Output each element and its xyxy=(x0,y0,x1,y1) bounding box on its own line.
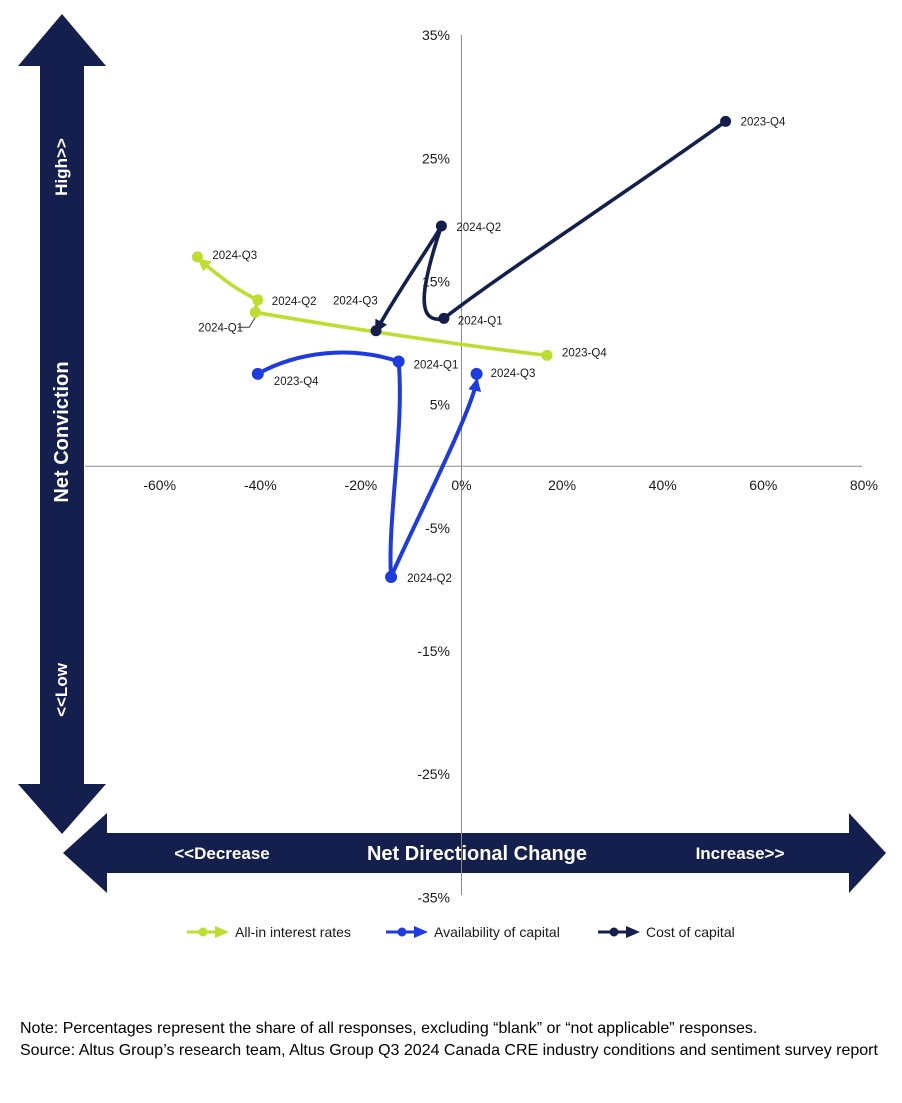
legend-label: Availability of capital xyxy=(434,924,560,940)
x-tick-label: 80% xyxy=(850,477,878,493)
data-point xyxy=(385,571,398,584)
point-label: 2024-Q3 xyxy=(212,250,257,262)
footnote-note-line: Note: Percentages represent the share of… xyxy=(20,1020,758,1037)
y-axis-low-label: <<Low xyxy=(52,662,71,717)
legend-label: Cost of capital xyxy=(646,924,735,940)
point-label: 2023-Q4 xyxy=(562,347,607,359)
point-label: 2024-Q2 xyxy=(456,222,501,234)
point-label: 2024-Q2 xyxy=(272,296,317,308)
y-tick-label: -5% xyxy=(425,520,450,536)
y-tick-label: -25% xyxy=(417,766,450,782)
data-point xyxy=(392,355,405,368)
x-axis-title: Net Directional Change xyxy=(367,843,587,865)
x-tick-label: 60% xyxy=(749,477,777,493)
x-tick-label: 0% xyxy=(451,477,471,493)
data-point xyxy=(249,306,261,318)
line-arrow-marker-icon xyxy=(598,926,640,938)
series-line xyxy=(375,119,728,334)
point-label: 2024-Q3 xyxy=(333,296,378,308)
point-label: 2024-Q3 xyxy=(491,368,536,380)
y-tick-label: -15% xyxy=(417,643,450,659)
data-point xyxy=(252,294,264,306)
footnote-source-line: Source: Altus Group’s research team, Alt… xyxy=(20,1041,878,1059)
x-tick-label: -40% xyxy=(244,477,277,493)
y-tick-label: 5% xyxy=(430,397,450,413)
y-tick-label: 35% xyxy=(422,27,450,43)
x-tick-label: 40% xyxy=(649,477,677,493)
legend-item-availability-of-capital: Availability of capital xyxy=(385,922,560,942)
data-point xyxy=(370,325,382,337)
x-tick-label: 20% xyxy=(548,477,576,493)
point-label: 2024-Q1 xyxy=(414,360,459,372)
footnote: Note: Percentages represent the share of… xyxy=(20,1018,888,1061)
data-point xyxy=(720,115,732,127)
plot-area: -60% -40% -20% 0% 20% 40% 60% 80% 35% 25% 15% 5% -5%… xyxy=(85,27,878,905)
data-point xyxy=(470,367,483,380)
x-axis-double-arrow xyxy=(63,813,886,893)
data-point xyxy=(435,220,447,232)
data-point xyxy=(191,251,203,263)
y-tick-label: 25% xyxy=(422,150,450,166)
legend-item-cost-of-capital: Cost of capital xyxy=(597,922,735,942)
data-point xyxy=(251,367,264,380)
point-label: 2024-Q1 xyxy=(458,315,503,327)
x-tick-label: -60% xyxy=(143,477,176,493)
point-label: 2024-Q2 xyxy=(407,573,452,585)
point-label: 2023-Q4 xyxy=(274,376,319,388)
point-label: 2024-Q1 xyxy=(198,322,243,334)
data-point xyxy=(541,349,553,361)
y-axis-title: Net Conviction xyxy=(51,361,73,502)
x-tick-label: -20% xyxy=(345,477,378,493)
line-arrow-marker-icon xyxy=(187,926,229,938)
y-tick-label: 15% xyxy=(422,273,450,289)
line-arrow-marker-icon xyxy=(386,926,428,938)
y-axis-high-label: High>> xyxy=(52,138,71,196)
x-axis-increase-label: Increase>> xyxy=(696,844,785,863)
x-axis-decrease-label: <<Decrease xyxy=(174,844,269,863)
point-label: 2023-Q4 xyxy=(741,116,786,128)
legend-item-all-in-interest-rates: All-in interest rates xyxy=(186,922,351,942)
data-point xyxy=(438,312,450,324)
y-axis-double-arrow xyxy=(18,14,106,834)
y-tick-label: -35% xyxy=(417,889,450,905)
series-line xyxy=(255,350,482,578)
legend-label: All-in interest rates xyxy=(235,924,351,940)
label-leader-line xyxy=(238,316,256,328)
